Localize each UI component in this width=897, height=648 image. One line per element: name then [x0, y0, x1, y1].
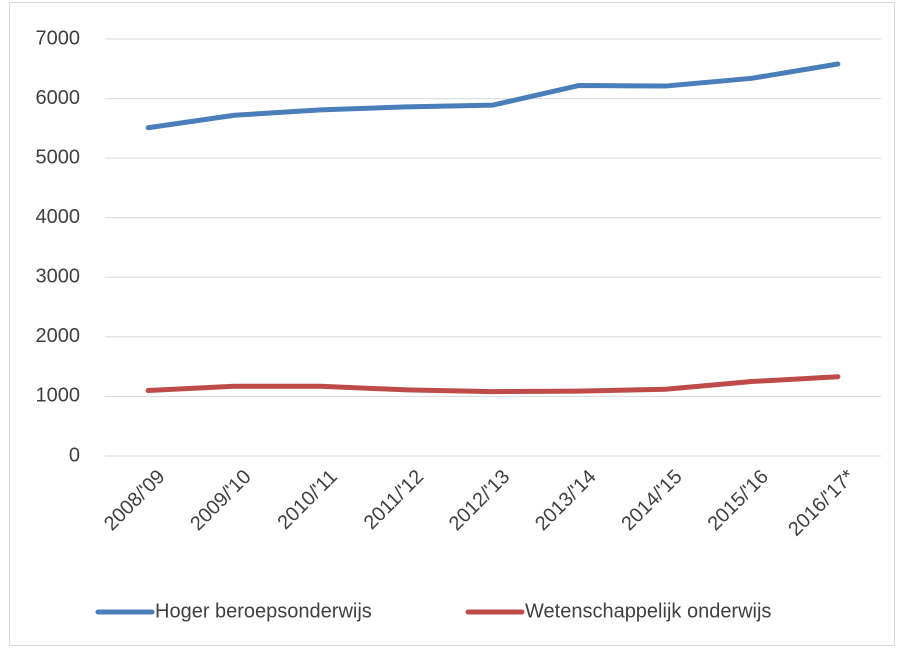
legend-label: Wetenschappelijk onderwijs: [525, 600, 771, 622]
legend-label: Hoger beroepsonderwijs: [155, 600, 372, 622]
y-tick-label: 7000: [36, 27, 81, 49]
y-tick-label: 3000: [36, 266, 81, 288]
chart-border: [9, 2, 895, 646]
y-tick-label: 0: [69, 444, 80, 466]
y-tick-label: 1000: [36, 385, 81, 407]
y-tick-label: 5000: [36, 146, 81, 168]
series-line: [145, 374, 841, 395]
y-tick-label: 2000: [36, 325, 81, 347]
series-line: [145, 61, 841, 131]
y-tick-label: 6000: [36, 87, 81, 109]
y-tick-label: 4000: [36, 206, 81, 228]
